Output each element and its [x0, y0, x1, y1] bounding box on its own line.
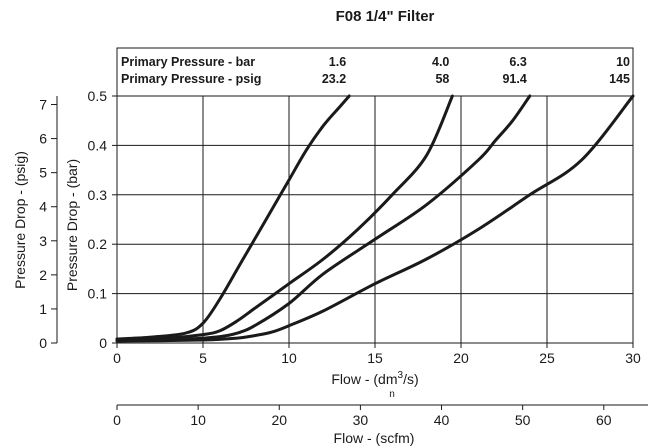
psig-tick-label: 7 — [39, 97, 47, 113]
scfm-tick-label: 40 — [434, 412, 450, 428]
y-axis-label-bar: Pressure Drop - (bar) — [64, 159, 80, 291]
scfm-tick-label: 60 — [596, 412, 612, 428]
header-psig-value: 58 — [435, 72, 449, 86]
psig-tick-label: 2 — [39, 267, 47, 283]
flow-curves — [115, 94, 635, 343]
scfm-tick-label: 0 — [113, 412, 121, 428]
psig-tick-label: 4 — [39, 199, 47, 215]
psig-tick-label: 3 — [39, 233, 47, 249]
psig-tick-label: 5 — [39, 165, 47, 181]
header-psig-value: 91.4 — [502, 72, 526, 86]
x-axis-label-scfm: Flow - (scfm) — [334, 430, 415, 446]
scfm-tick-label: 20 — [271, 412, 287, 428]
header-bar-value: 6.3 — [509, 55, 526, 69]
y-tick-label: 0.4 — [88, 137, 108, 153]
flow-curve-10-bar — [115, 94, 635, 343]
plot-grid — [116, 47, 634, 344]
header-bar-value: 10 — [616, 55, 630, 69]
scfm-tick-label: 30 — [353, 412, 369, 428]
psig-tick-label: 1 — [39, 301, 47, 317]
header-bar-value: 4.0 — [432, 55, 449, 69]
header-psig-value: 23.2 — [322, 72, 346, 86]
y-axis-label-psig: Pressure Drop - (psig) — [12, 151, 28, 289]
y-tick-label: 0.5 — [88, 88, 108, 104]
x-tick-label: 20 — [453, 350, 469, 366]
y-tick-label: 0.3 — [88, 187, 108, 203]
pressure-header-table: Primary Pressure - bar Primary Pressure -… — [121, 55, 630, 86]
flow-curve-1-6-bar — [115, 94, 351, 341]
psig-tick-label: 6 — [39, 131, 47, 147]
chart-title: F08 1/4" Filter — [336, 8, 435, 25]
header-row-bar-label: Primary Pressure - bar — [121, 55, 255, 69]
y-tick-label: 0.1 — [88, 286, 108, 302]
scfm-tick-label: 10 — [190, 412, 206, 428]
x-tick-label: 15 — [367, 350, 383, 366]
x-tick-label: 10 — [281, 350, 297, 366]
y-tick-label: 0.2 — [88, 236, 108, 252]
x-tick-label: 0 — [113, 350, 121, 366]
header-psig-value: 145 — [609, 72, 630, 86]
psig-tick-label: 0 — [39, 335, 47, 351]
header-row-psig-label: Primary Pressure - psig — [121, 72, 261, 86]
x-tick-label: 30 — [625, 350, 641, 366]
x-tick-label: 25 — [539, 350, 555, 366]
flow-curve-6-3-bar — [115, 94, 532, 342]
x-tick-label: 5 — [199, 350, 207, 366]
axes: 0 5 10 15 20 25 30 0 0.1 0.2 0.3 0.4 0.5 0 1 2 3 4 5 6 7 0 10 2… — [39, 88, 648, 428]
x-axis-label-dm3s: Flow - (dm3/s) — [331, 370, 418, 387]
x-axis-label-subscript: n — [389, 389, 395, 400]
y-tick-label: 0 — [99, 335, 107, 351]
header-bar-value: 1.6 — [329, 55, 346, 69]
flow-curve-4-0-bar — [115, 94, 454, 342]
scfm-tick-label: 50 — [515, 412, 531, 428]
